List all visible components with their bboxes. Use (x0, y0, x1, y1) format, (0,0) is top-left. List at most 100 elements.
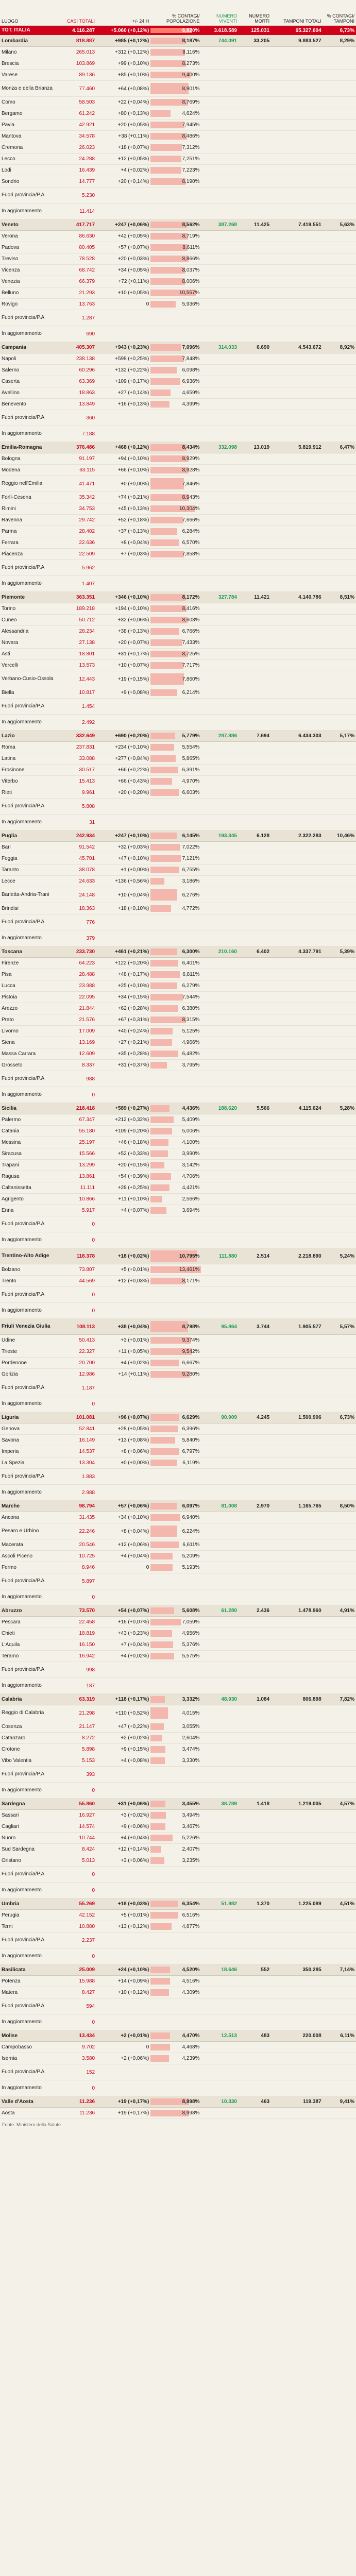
region-row[interactable]: Umbria 55.269 +18 (+0,03%) 6,354% 51.982 1.37… (0, 1898, 356, 1910)
province-name: Enna (0, 1205, 55, 1216)
province-empty (201, 1512, 239, 1523)
region-pop: 8,434% (182, 445, 200, 450)
region-row[interactable]: Emilia-Romagna 376.486 +468 (+0,12%) 8,434%… (0, 442, 356, 453)
province-empty (271, 176, 323, 188)
province-empty (271, 364, 323, 376)
region-pop: 8,798% (182, 1324, 200, 1330)
province-casi: 42.152 (54, 1909, 97, 1921)
province-pop: 3,235% (182, 1858, 200, 1863)
province-empty (271, 464, 323, 476)
province-empty (238, 1014, 272, 1026)
province-delta: +18 (+0,07%) (96, 142, 151, 154)
province-empty (238, 1148, 272, 1160)
region-morti: 483 (238, 2030, 272, 2042)
region-delta: +468 (+0,12%) (96, 442, 151, 453)
province-pop: 9,374% (182, 1337, 200, 1343)
province-casi: 5.897 (54, 1573, 97, 1589)
region-row[interactable]: Puglia 242.934 +247 (+0,10%) 6,145% 193.345 6… (0, 830, 356, 842)
province-empty (238, 2080, 272, 2096)
region-row[interactable]: Lombardia 818.887 +985 (+0,12%) 8,187% 744.0… (0, 35, 356, 47)
province-pop-bar (150, 505, 195, 512)
region-pop-bar (150, 594, 186, 601)
region-row[interactable]: Campania 405.307 +943 (+0,23%) 7,096% 314.03… (0, 342, 356, 353)
region-row[interactable]: Sardegna 55.860 +31 (+0,06%) 3,455% 38.789 1.… (0, 1798, 356, 1810)
province-empty (238, 2107, 272, 2119)
province-pop-cell (150, 575, 201, 592)
province-row: Fuori provincia/P.A 5.808 (0, 798, 356, 815)
province-empty (201, 560, 239, 576)
region-row[interactable]: Basilicata 25.009 +24 (+0,10%) 4,520% 18.646… (0, 1964, 356, 1976)
province-name: Rimini (0, 503, 55, 515)
province-pop-cell: 7,945% (150, 119, 201, 131)
province-pop: 5,936% (182, 301, 200, 307)
region-row[interactable]: Lazio 332.649 +690 (+0,20%) 5,779% 287.886 7.… (0, 730, 356, 742)
region-row[interactable]: Calabria 63.319 +118 (+0,17%) 3,332% 48.930 1… (0, 1693, 356, 1705)
province-empty (271, 1468, 323, 1485)
province-delta (96, 1468, 151, 1485)
region-row[interactable]: Veneto 417.717 +247 (+0,06%) 8,562% 387.268 1… (0, 219, 356, 231)
province-casi: 998 (54, 1662, 97, 1678)
province-row: Cagliari 14.574 +9 (+0,06%) 3,467% (0, 1821, 356, 1833)
province-empty (271, 298, 323, 310)
header-numero-morti[interactable]: NUMERO MORTI (238, 2, 272, 26)
header-contagi-popolazione[interactable]: % CONTAGI/ POPOLAZIONE (150, 2, 201, 26)
region-pop-bar (150, 1901, 178, 1907)
province-casi: 152 (54, 2064, 97, 2080)
province-empty (238, 714, 272, 731)
province-empty (201, 1866, 239, 1883)
province-empty (271, 108, 323, 120)
province-name: Torino (0, 603, 55, 615)
region-row[interactable]: Trentino-Alto Adige 118.378 +18 (+0,02%) 10… (0, 1248, 356, 1264)
province-empty (323, 242, 356, 253)
province-empty (323, 1368, 356, 1380)
region-row[interactable]: Piemonte 363.351 +346 (+0,10%) 8,172% 327.78… (0, 591, 356, 603)
province-empty (201, 1286, 239, 1303)
region-row[interactable]: Valle d'Aosta 11.236 +19 (+0,17%) 8,998% 10.… (0, 2096, 356, 2108)
province-row: In aggiornamento 0 (0, 2014, 356, 2030)
province-pop-bar (150, 367, 177, 374)
header-numero-viventi[interactable]: NUMERO VIVENTI (201, 2, 239, 26)
province-pop: 3,694% (182, 1208, 200, 1213)
province-pop-cell (150, 930, 201, 946)
province-empty (323, 957, 356, 969)
province-empty (238, 1037, 272, 1048)
region-row[interactable]: Abruzzo 73.570 +54 (+0,07%) 5,608% 61.280 2.4… (0, 1605, 356, 1617)
province-empty (271, 1932, 323, 1948)
province-empty (323, 398, 356, 410)
province-name: Pisa (0, 969, 55, 980)
region-row[interactable]: Molise 13.434 +2 (+0,01%) 4,470% 12.513 483 22… (0, 2030, 356, 2042)
province-pop-bar (150, 673, 184, 685)
region-tamponi: 5.819.912 (271, 442, 323, 453)
province-pop-bar (150, 1184, 169, 1191)
province-empty (201, 1628, 239, 1639)
region-morti: 5.566 (238, 1103, 272, 1114)
province-empty (201, 1048, 239, 1060)
header-luogo[interactable]: LUOGO (0, 2, 55, 26)
province-delta (96, 698, 151, 715)
region-row[interactable]: Sicilia 218.418 +589 (+0,27%) 4,436% 188.620… (0, 1103, 356, 1114)
header-tamponi-totali[interactable]: TAMPONI TOTALI (271, 2, 323, 26)
province-row: Udine 50.413 +3 (+0,01%) 9,374% (0, 1334, 356, 1346)
province-empty (271, 1232, 323, 1248)
region-row[interactable]: Toscana 233.730 +461 (+0,21%) 6,300% 210.160… (0, 946, 356, 958)
table-header-row: LUOGO CASI TOTALI +/- 24 H % CONTAGI/ PO… (0, 2, 356, 26)
province-name: Trieste (0, 1346, 55, 1358)
province-pop-cell: 8,416% (150, 603, 201, 615)
province-casi: 20.700 (54, 1357, 97, 1369)
header-contagi-tamponi[interactable]: % CONTAGI/ TAMPONI (323, 2, 356, 26)
province-pop-cell: 8,037% (150, 264, 201, 276)
region-row[interactable]: Marche 98.794 +57 (+0,06%) 6,097% 81.008 2.97… (0, 1500, 356, 1512)
province-empty (201, 387, 239, 399)
province-empty (271, 1921, 323, 1933)
header-casi-totali[interactable]: CASI TOTALI (54, 2, 97, 26)
province-empty (323, 1232, 356, 1248)
region-row[interactable]: Liguria 101.081 +96 (+0,07%) 6,629% 90.909 4.… (0, 1412, 356, 1423)
header-24h[interactable]: +/- 24 H (96, 2, 151, 26)
province-empty (271, 841, 323, 853)
region-row[interactable]: Friuli Venezia Giulia 108.113 +38 (+0,04%)… (0, 1318, 356, 1335)
province-empty (323, 2064, 356, 2080)
province-delta: +34 (+0,10%) (96, 1512, 151, 1523)
province-row: In aggiornamento 1.407 (0, 575, 356, 592)
province-delta: +22 (+0,04%) (96, 96, 151, 108)
province-empty (238, 625, 272, 637)
